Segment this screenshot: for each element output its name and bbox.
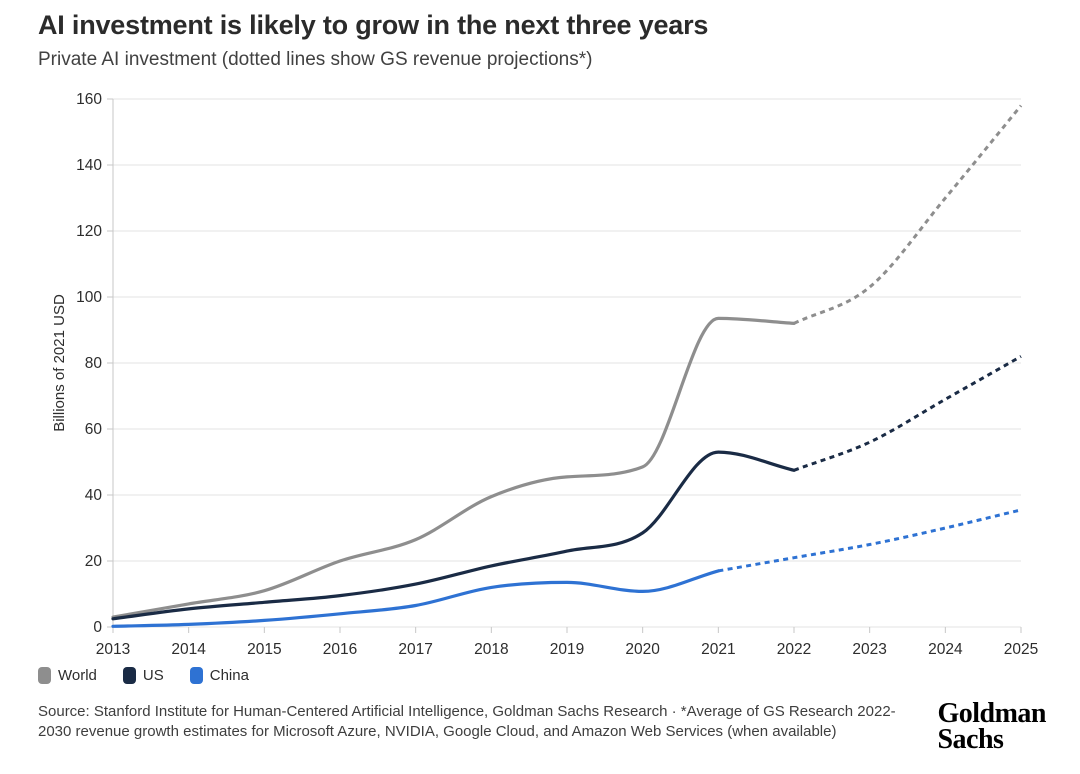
x-tick-label: 2018	[474, 641, 508, 658]
x-tick-label: 2024	[928, 641, 963, 658]
y-tick-label: 20	[85, 553, 103, 570]
y-tick-label: 120	[76, 223, 102, 240]
chart-title: AI investment is likely to grow in the n…	[38, 10, 709, 40]
x-tick-label: 2017	[398, 641, 432, 658]
world-series-swatch-icon	[38, 667, 51, 684]
world-series-projection-line	[793, 104, 1023, 325]
x-tick-label: 2020	[625, 641, 660, 658]
logo-line-2: Sachs	[937, 724, 1004, 755]
legend-label: China	[209, 667, 249, 684]
china-series-projection-line	[718, 508, 1022, 573]
us-series-projection-line	[793, 355, 1022, 472]
line-chart: 0 20 40 60 80 100 120 140 160 2013 2014 2015 2016 201…	[0, 85, 1080, 668]
legend-label: World	[58, 667, 97, 684]
line-chart-canvas: 0 20 40 60 80 100 120 140 160 2013 2014 2015 2016 201…	[51, 91, 1038, 658]
world-series-line	[111, 316, 796, 619]
y-tick-label: 100	[76, 289, 102, 306]
china-series-swatch-icon	[189, 667, 203, 684]
x-tick-label: 2023	[852, 641, 886, 658]
x-tick-label: 2014	[171, 641, 206, 658]
goldman-sachs-logo: Goldman Sachs	[937, 698, 1046, 755]
x-tick-label: 2013	[96, 641, 130, 658]
x-tick-label: 2025	[1004, 641, 1038, 658]
legend-item-us: US	[122, 667, 164, 684]
y-axis-title: Billions of 2021 USD	[51, 294, 68, 432]
x-tick-label: 2022	[777, 641, 811, 658]
legend-item-china: China	[189, 667, 249, 684]
x-tick-label: 2016	[323, 641, 357, 658]
y-tick-label: 160	[76, 91, 102, 108]
legend-item-world: World	[38, 667, 97, 684]
chart-subtitle: Private AI investment (dotted lines show…	[38, 49, 593, 70]
legend-label: US	[142, 667, 164, 684]
y-tick-label: 60	[85, 421, 103, 438]
us-series-line	[111, 450, 796, 621]
x-tick-label: 2015	[247, 641, 281, 658]
y-tick-label: 140	[76, 157, 102, 174]
source-note: Source: Stanford Institute for Human-Cen…	[38, 703, 896, 740]
china-series-line	[111, 569, 720, 628]
us-series-swatch-icon	[122, 667, 136, 684]
chart-legend: World US China	[38, 667, 249, 684]
y-tick-label: 80	[85, 355, 103, 372]
y-tick-label: 0	[93, 619, 102, 636]
x-tick-label: 2021	[701, 641, 735, 658]
y-tick-label: 40	[85, 487, 103, 504]
x-tick-label: 2019	[550, 641, 584, 658]
logo-line-1: Goldman	[937, 698, 1046, 729]
